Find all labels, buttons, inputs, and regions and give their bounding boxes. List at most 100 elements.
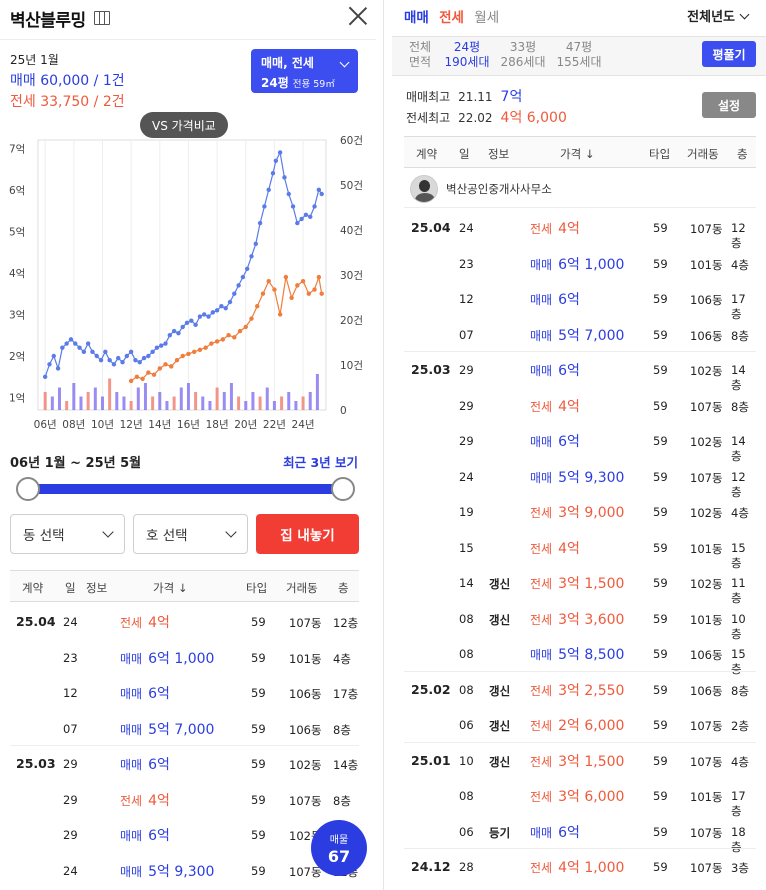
row-trade-kind: 매매	[530, 825, 553, 840]
table-row[interactable]: 08 전세 3억 6,000 59 101동 17층	[404, 778, 756, 818]
row-floor: 14층	[731, 363, 746, 392]
col-price-sort[interactable]: 가격 ↓	[560, 147, 595, 161]
row-price-value: 3억 3,600	[558, 611, 625, 628]
dong-select[interactable]: 동 선택	[10, 514, 125, 554]
row-price-value: 4억	[148, 615, 170, 631]
data-point	[300, 279, 306, 284]
row-type: 59	[653, 398, 668, 413]
recent-3y-link[interactable]: 최근 3년 보기	[283, 455, 358, 470]
row-price-value: 5억 7,000	[558, 327, 625, 344]
table-row[interactable]: 29 전세 4억 59 107동 8층	[404, 388, 756, 423]
volume-bar	[129, 401, 133, 410]
data-point	[191, 349, 197, 355]
data-point	[319, 191, 324, 197]
row-price: 매매 5억 9,300	[530, 467, 624, 487]
range-slider-track[interactable]	[28, 484, 343, 494]
list-home-button[interactable]: 집 내놓기	[256, 514, 359, 554]
data-point	[180, 353, 185, 359]
table-row[interactable]: 24.12 28 전세 4억 1,000 59 107동 3층	[404, 849, 756, 884]
map-icon[interactable]	[93, 11, 110, 25]
year-select[interactable]: 전체년도	[687, 6, 750, 25]
row-price: 매매 5억 7,000	[120, 719, 214, 739]
row-price: 매매 5억 9,300	[120, 861, 214, 881]
row-floor: 14층	[333, 758, 359, 772]
y-left-tick-label: 4억	[9, 268, 25, 280]
table-row[interactable]: 29 전세 4억 59 107동 8층	[10, 782, 359, 817]
settings-button[interactable]: 설정	[702, 92, 756, 118]
right-table-header: 계약 일 정보 가격 ↓ 타입 거래동 층	[404, 136, 756, 168]
row-price-value: 4억	[148, 792, 170, 809]
table-row[interactable]: 08 갱신 전세 3억 3,600 59 101동 10층	[404, 601, 756, 641]
row-type: 59	[653, 540, 668, 555]
table-row[interactable]: 12 매매 6억 59 106동 17층	[404, 281, 756, 321]
row-type: 59	[653, 292, 668, 306]
data-point	[140, 376, 145, 382]
row-trade-kind: 매매	[120, 687, 143, 701]
table-row[interactable]: 15 전세 4억 59 101동 15층	[404, 530, 756, 570]
table-row[interactable]: 25.02 08 갱신 전세 3억 2,550 59 106동 8층	[404, 672, 756, 707]
table-row[interactable]: 19 전세 3억 9,000 59 102동 4층	[404, 494, 756, 529]
vs-compare-button[interactable]: VS 가격비교	[140, 112, 228, 138]
data-point	[244, 266, 250, 271]
row-price: 매매 6억	[530, 289, 580, 309]
close-icon[interactable]	[348, 6, 368, 26]
month-divider	[404, 351, 756, 352]
ho-select[interactable]: 호 선택	[133, 514, 248, 554]
data-point	[141, 355, 147, 361]
table-row[interactable]: 25.04 24 전세 4억 59 107동 12층	[10, 604, 359, 639]
pyeong-unfold-button[interactable]: 평풀기	[702, 41, 756, 67]
agent-row[interactable]: 벽산공인중개사사무소	[404, 170, 756, 208]
table-row[interactable]: 07 매매 5억 7,000 59 106동 8층	[10, 711, 359, 746]
row-floor: 8층	[731, 328, 749, 343]
col-price-sort[interactable]: 가격 ↓	[153, 581, 188, 595]
row-day: 23	[459, 256, 474, 271]
listings-fab-button[interactable]: 매물 67	[311, 820, 367, 876]
trade-type-select[interactable]: 매매, 전세 24평 전용 59㎡	[251, 49, 358, 93]
data-point	[312, 287, 317, 292]
range-slider-start-handle[interactable]	[16, 477, 40, 501]
tab-lease[interactable]: 전세	[439, 10, 464, 26]
table-row[interactable]: 14 갱신 전세 3억 1,500 59 102동 11층	[404, 565, 756, 605]
row-price-value: 5억 8,500	[558, 647, 625, 663]
table-row[interactable]: 25.04 24 전세 4억 59 107동 12층	[404, 210, 756, 250]
table-row[interactable]: 07 매매 5억 7,000 59 106동 8층	[404, 317, 756, 352]
summary-lease: 전세 33,750 / 2건	[10, 94, 125, 110]
data-point	[214, 339, 220, 344]
range-slider-end-handle[interactable]	[331, 477, 355, 501]
table-row[interactable]: 23 매매 6억 1,000 59 101동 4층	[10, 640, 359, 675]
row-day: 29	[459, 398, 474, 413]
table-row[interactable]: 06 등기 매매 6억 59 107동 18층	[404, 814, 756, 854]
table-row[interactable]: 23 매매 6억 1,000 59 101동 4층	[404, 246, 756, 281]
row-price-value: 4억	[558, 221, 580, 237]
table-row[interactable]: 25.03 29 매매 6억 59 102동 14층	[10, 746, 359, 781]
table-row[interactable]: 08 매매 5억 8,500 59 106동 15층	[404, 636, 756, 676]
area-option-24[interactable]: 24평 190세대	[444, 40, 490, 69]
row-type: 59	[653, 718, 668, 732]
area-option-33[interactable]: 33평 286세대	[500, 40, 546, 69]
y-right-tick-label: 40건	[340, 225, 363, 237]
row-dong: 107동	[690, 719, 723, 733]
col-dong: 거래동	[687, 147, 719, 161]
table-row[interactable]: 06 갱신 전세 2억 6,000 59 107동 2층	[404, 707, 756, 742]
data-point	[85, 341, 91, 346]
data-point	[209, 341, 214, 346]
table-row[interactable]: 25.01 10 갱신 전세 3억 1,500 59 107동 4층	[404, 743, 756, 778]
data-point	[270, 171, 276, 176]
area-option-47[interactable]: 47평 155세대	[556, 40, 602, 69]
row-info: 갱신	[489, 577, 511, 591]
tab-sale[interactable]: 매매	[404, 10, 429, 26]
tab-monthly[interactable]: 월세	[474, 10, 500, 26]
row-type: 59	[653, 753, 668, 768]
table-row[interactable]: 12 매매 6억 59 106동 17층	[10, 675, 359, 710]
data-point	[169, 364, 174, 369]
data-point	[295, 220, 300, 226]
row-day: 24	[63, 615, 78, 629]
row-dong: 107동	[690, 399, 723, 414]
volume-bar	[194, 392, 198, 410]
table-row[interactable]: 25.03 29 매매 6억 59 102동 14층	[404, 352, 756, 392]
data-point	[42, 374, 48, 379]
